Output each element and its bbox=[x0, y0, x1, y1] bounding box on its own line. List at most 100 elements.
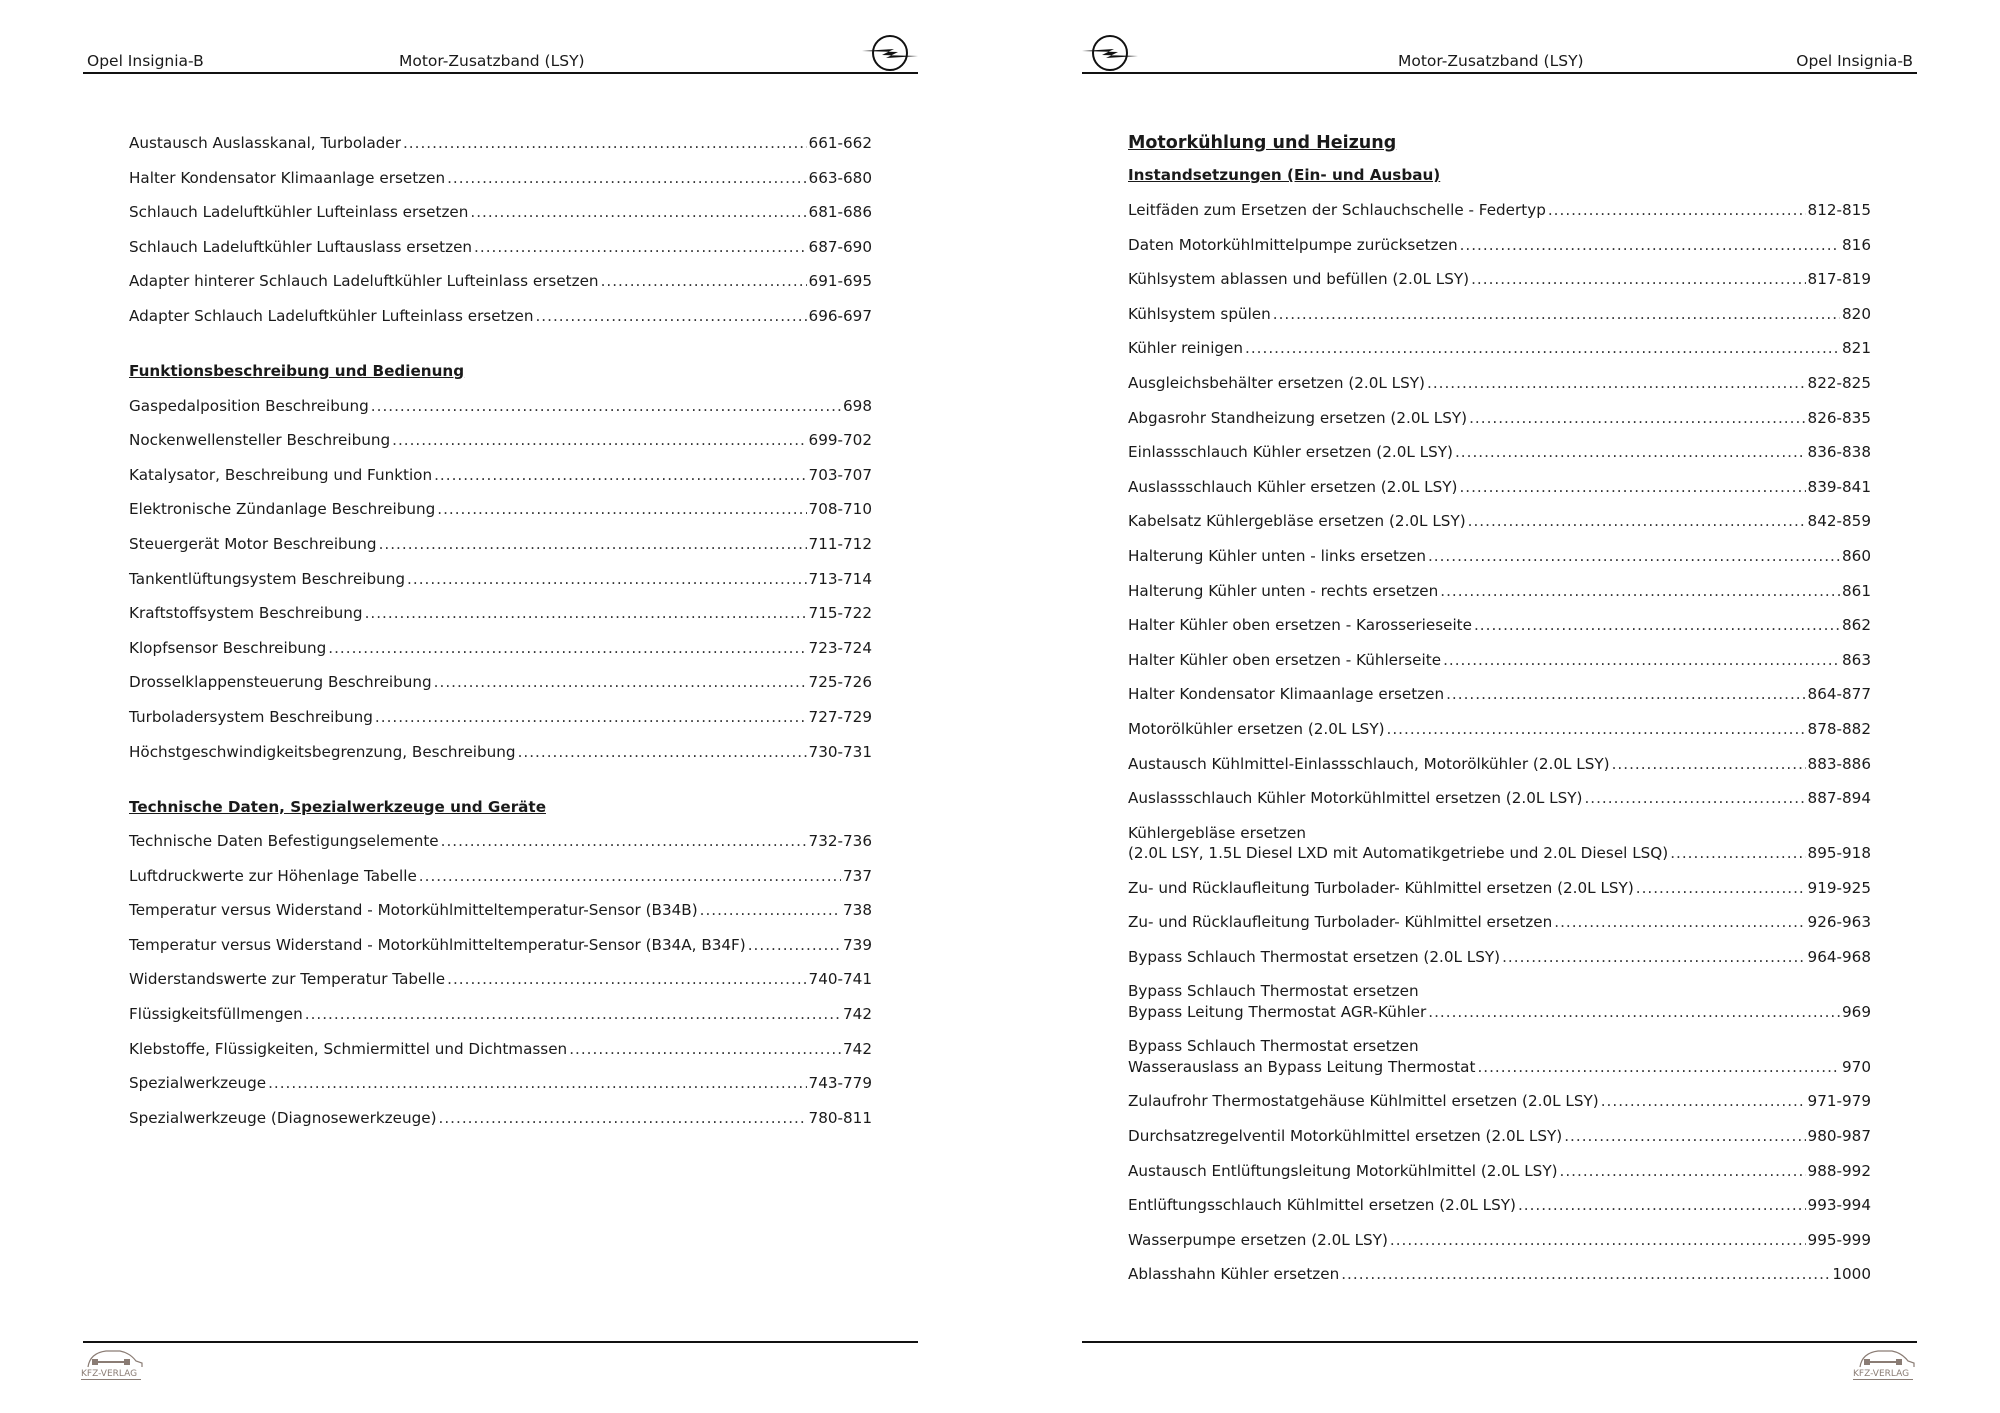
toc-entry[interactable]: Wasserpumpe ersetzen (2.0L LSY).........… bbox=[1128, 1230, 1871, 1250]
toc-entry[interactable]: Elektronische Zündanlage Beschreibung...… bbox=[129, 499, 872, 519]
dot-leader: ........................................… bbox=[402, 134, 807, 152]
toc-entry[interactable]: Kühlsystem spülen.......................… bbox=[1128, 304, 1871, 324]
toc-entry[interactable]: Auslassschlauch Kühler Motorkühlmittel e… bbox=[1128, 788, 1871, 808]
toc-entry-title: Wasserpumpe ersetzen (2.0L LSY) bbox=[1128, 1230, 1388, 1249]
toc-entry-title: Drosselklappensteuerung Beschreibung bbox=[129, 673, 432, 692]
toc-entry-row: Katalysator, Beschreibung und Funktion..… bbox=[129, 465, 872, 485]
toc-entry[interactable]: Temperatur versus Widerstand - Motorkühl… bbox=[129, 900, 872, 920]
toc-entry[interactable]: Bypass Schlauch Thermostat ersetzen Wasse… bbox=[1128, 1036, 1871, 1077]
toc-entry-row: Spezialwerkzeuge (Diagnosewerkzeuge)....… bbox=[129, 1108, 872, 1128]
toc-entry[interactable]: Spezialwerkzeuge (Diagnosewerkzeuge)....… bbox=[129, 1108, 872, 1128]
toc-entry-title: Ausgleichsbehälter ersetzen (2.0L LSY) bbox=[1128, 373, 1425, 392]
toc-entry[interactable]: Kühler reinigen.........................… bbox=[1128, 338, 1871, 358]
dot-leader: ........................................… bbox=[1459, 235, 1840, 254]
toc-entry[interactable]: Tankentlüftungsystem Beschreibung.......… bbox=[129, 569, 872, 589]
toc-entry[interactable]: Schlauch Ladeluftkühler Lufteinlass erse… bbox=[129, 202, 872, 222]
toc-entry[interactable]: Motorölkühler ersetzen (2.0L LSY).......… bbox=[1128, 719, 1871, 739]
toc-entry[interactable]: Zu- und Rücklaufleitung Turbolader- Kühl… bbox=[1128, 878, 1871, 898]
toc-entry-title: Gaspedalposition Beschreibung bbox=[129, 396, 369, 415]
toc-entry[interactable]: Katalysator, Beschreibung und Funktion..… bbox=[129, 465, 872, 485]
toc-entry-row: Motorölkühler ersetzen (2.0L LSY).......… bbox=[1128, 719, 1871, 739]
toc-entry[interactable]: Klopfsensor Beschreibung................… bbox=[129, 638, 872, 658]
toc-entry-row: Auslassschlauch Kühler Motorkühlmittel e… bbox=[1128, 788, 1871, 808]
toc-entry-row: Halterung Kühler unten - links ersetzen.… bbox=[1128, 546, 1871, 566]
toc-entry[interactable]: Klebstoffe, Flüssigkeiten, Schmiermittel… bbox=[129, 1039, 872, 1059]
toc-page-number: 742 bbox=[843, 1005, 872, 1024]
toc-entry[interactable]: Halter Kühler oben ersetzen - Kühlerseit… bbox=[1128, 650, 1871, 670]
toc-entry[interactable]: Auslassschlauch Kühler ersetzen (2.0L LS… bbox=[1128, 477, 1871, 497]
toc-page-number: 820 bbox=[1842, 304, 1871, 323]
toc-entry[interactable]: Abgasrohr Standheizung ersetzen (2.0L LS… bbox=[1128, 408, 1871, 428]
toc-entry[interactable]: Höchstgeschwindigkeitsbegrenzung, Beschr… bbox=[129, 742, 872, 762]
toc-entry[interactable]: Halterung Kühler unten - links ersetzen.… bbox=[1128, 546, 1871, 566]
toc-entry[interactable]: Turboladersystem Beschreibung...........… bbox=[129, 707, 872, 727]
toc-entry[interactable]: Bypass Schlauch Thermostat ersetzen (2.0… bbox=[1128, 947, 1871, 967]
toc-entry-row: Steuergerät Motor Beschreibung..........… bbox=[129, 534, 872, 554]
toc-entry-title: Austausch Entlüftungsleitung Motorkühlmi… bbox=[1128, 1161, 1558, 1180]
toc-entry-row: Gaspedalposition Beschreibung...........… bbox=[129, 396, 872, 416]
toc-entry[interactable]: Durchsatzregelventil Motorkühlmittel ers… bbox=[1128, 1126, 1871, 1146]
toc-entry-row: Zulaufrohr Thermostatgehäuse Kühlmittel … bbox=[1128, 1091, 1871, 1111]
toc-page-number: 737 bbox=[843, 866, 872, 885]
toc-page-number: 730-731 bbox=[808, 742, 872, 761]
toc-entry[interactable]: Austausch Kühlmittel-Einlassschlauch, Mo… bbox=[1128, 754, 1871, 774]
toc-entry-row: Entlüftungsschlauch Kühlmittel ersetzen … bbox=[1128, 1195, 1871, 1215]
toc-entry-row: Adapter Schlauch Ladeluftkühler Lufteinl… bbox=[129, 306, 872, 326]
toc-entry[interactable]: Halter Kondensator Klimaanlage ersetzen.… bbox=[129, 168, 872, 188]
dot-leader: ........................................… bbox=[374, 707, 807, 726]
toc-entry[interactable]: Entlüftungsschlauch Kühlmittel ersetzen … bbox=[1128, 1195, 1871, 1215]
toc-entry[interactable]: Zu- und Rücklaufleitung Turbolader- Kühl… bbox=[1128, 912, 1871, 932]
toc-entry[interactable]: Ausgleichsbehälter ersetzen (2.0L LSY)..… bbox=[1128, 373, 1871, 393]
toc-entry[interactable]: Kühlergebläse ersetzen (2.0L LSY, 1.5L Di… bbox=[1128, 823, 1871, 864]
toc-entry[interactable]: Austausch Entlüftungsleitung Motorkühlmi… bbox=[1128, 1161, 1871, 1181]
toc-entry[interactable]: Luftdruckwerte zur Höhenlage Tabelle....… bbox=[129, 866, 872, 886]
dot-leader: ........................................… bbox=[517, 742, 807, 761]
toc-entry[interactable]: Einlassschlauch Kühler ersetzen (2.0L LS… bbox=[1128, 442, 1871, 462]
toc-entry[interactable]: Flüssigkeitsfüllmengen..................… bbox=[129, 1004, 872, 1024]
toc-entry[interactable]: Kühlsystem ablassen und befüllen (2.0L L… bbox=[1128, 269, 1871, 289]
toc-entry[interactable]: Adapter hinterer Schlauch Ladeluftkühler… bbox=[129, 271, 872, 291]
toc-entry-line: Bypass Schlauch Thermostat ersetzen bbox=[1128, 982, 1419, 1001]
section-heading: Technische Daten, Spezialwerkzeuge und G… bbox=[129, 797, 546, 816]
chapter-title: Motorkühlung und Heizung bbox=[1128, 133, 1397, 153]
toc-entry[interactable]: Austausch Auslasskanal, Turbolader......… bbox=[129, 133, 872, 153]
toc-entry-line: Kühlergebläse ersetzen bbox=[1128, 823, 1306, 842]
toc-entry[interactable]: Nockenwellensteller Beschreibung........… bbox=[129, 430, 872, 450]
toc-entry[interactable]: Bypass Schlauch Thermostat ersetzen Bypas… bbox=[1128, 981, 1871, 1022]
toc-entry[interactable]: Adapter Schlauch Ladeluftkühler Lufteinl… bbox=[129, 306, 872, 326]
toc-entry[interactable]: Kabelsatz Kühlergebläse ersetzen (2.0L L… bbox=[1128, 511, 1871, 531]
footer-rule bbox=[1082, 1341, 1917, 1343]
toc-page-number: 822-825 bbox=[1807, 373, 1871, 392]
toc-page-number: 681-686 bbox=[808, 203, 872, 222]
toc-entry[interactable]: Leitfäden zum Ersetzen der Schlauchschel… bbox=[1128, 200, 1871, 220]
toc-entry[interactable]: Halterung Kühler unten - rechts ersetzen… bbox=[1128, 581, 1871, 601]
toc-entry[interactable]: Spezialwerkzeuge........................… bbox=[129, 1073, 872, 1093]
dot-leader: ........................................… bbox=[1443, 650, 1840, 669]
toc-entry-title: Austausch Auslasskanal, Turbolader bbox=[129, 134, 401, 152]
toc-entry[interactable]: Widerstandswerte zur Temperatur Tabelle.… bbox=[129, 969, 872, 989]
toc-entry[interactable]: Temperatur versus Widerstand - Motorkühl… bbox=[129, 935, 872, 955]
toc-entry[interactable]: Halter Kondensator Klimaanlage ersetzen.… bbox=[1128, 684, 1871, 704]
toc-entry[interactable]: Technische Daten Befestigungselemente...… bbox=[129, 831, 872, 851]
toc-entry-row: Kabelsatz Kühlergebläse ersetzen (2.0L L… bbox=[1128, 511, 1871, 531]
toc-entry[interactable]: Halter Kühler oben ersetzen - Karosserie… bbox=[1128, 615, 1871, 635]
dot-leader: ........................................… bbox=[370, 396, 841, 415]
toc-entry-row: (2.0L LSY, 1.5L Diesel LXD mit Automatik… bbox=[1128, 843, 1871, 863]
toc-page-number: 698 bbox=[843, 396, 872, 415]
dot-leader: ........................................… bbox=[328, 638, 807, 657]
toc-entry-row: Auslassschlauch Kühler ersetzen (2.0L LS… bbox=[1128, 477, 1871, 497]
toc-entry[interactable]: Kraftstoffsystem Beschreibung...........… bbox=[129, 603, 872, 623]
dot-leader: ........................................… bbox=[392, 431, 807, 450]
toc-entry[interactable]: Zulaufrohr Thermostatgehäuse Kühlmittel … bbox=[1128, 1091, 1871, 1111]
toc-entry-title: Elektronische Zündanlage Beschreibung bbox=[129, 500, 436, 519]
toc-page-number: 703-707 bbox=[808, 465, 872, 484]
toc-entry[interactable]: Drosselklappensteuerung Beschreibung....… bbox=[129, 672, 872, 692]
toc-entry-row: Daten Motorkühlmittelpumpe zurücksetzen.… bbox=[1128, 235, 1871, 255]
dot-leader: ........................................… bbox=[535, 306, 806, 325]
toc-entry[interactable]: Steuergerät Motor Beschreibung..........… bbox=[129, 534, 872, 554]
toc-entry[interactable]: Ablasshahn Kühler ersetzen..............… bbox=[1128, 1264, 1871, 1284]
toc-entry[interactable]: Daten Motorkühlmittelpumpe zurücksetzen.… bbox=[1128, 235, 1871, 255]
toc-entry[interactable]: Gaspedalposition Beschreibung...........… bbox=[129, 396, 872, 416]
toc-entry[interactable]: Schlauch Ladeluftkühler Luftauslass erse… bbox=[129, 237, 872, 257]
toc-entry-row: Ablasshahn Kühler ersetzen..............… bbox=[1128, 1264, 1871, 1284]
